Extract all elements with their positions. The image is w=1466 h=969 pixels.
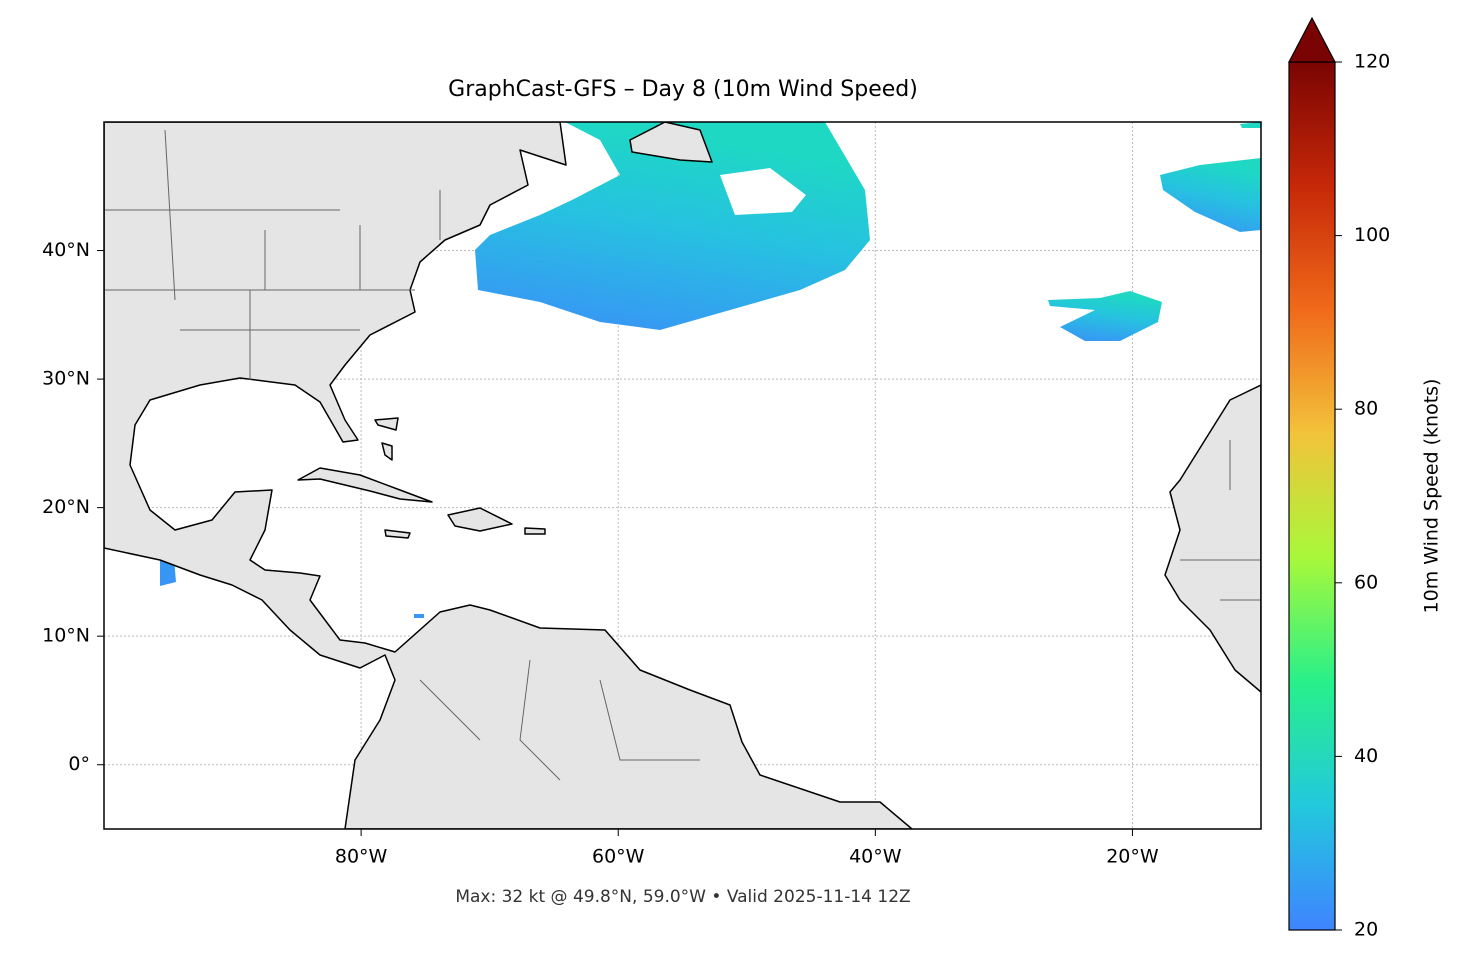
- wind-area: [475, 122, 870, 330]
- colorbar-extend: [1288, 16, 1336, 63]
- map: [104, 122, 1261, 829]
- wind-area: [1160, 158, 1261, 232]
- colorbar-tick-label: 40: [1354, 745, 1378, 767]
- land: [297, 417, 546, 539]
- map-frame: [103, 121, 1262, 830]
- wind-area: [1048, 291, 1162, 341]
- x-tick-label: 20°W: [1106, 846, 1159, 868]
- land: [104, 122, 913, 829]
- colorbar-tick-label: 80: [1354, 398, 1378, 420]
- border: [104, 129, 1261, 781]
- y-tick-label: 40°N: [42, 239, 90, 261]
- colorbar-tick-label: 60: [1354, 571, 1378, 593]
- x-tick-label: 80°W: [335, 846, 388, 868]
- colorbar-tick-label: 100: [1354, 224, 1390, 246]
- colorbar-tick-label: 20: [1354, 919, 1378, 941]
- colorbar-label: 10m Wind Speed (knots): [1421, 379, 1443, 614]
- x-tick-label: 40°W: [849, 846, 902, 868]
- colorbar: 10m Wind Speed (knots) 20 40 60 80 100 120: [1288, 16, 1443, 941]
- land: [1164, 384, 1261, 693]
- chart-title: GraphCast-GFS – Day 8 (10m Wind Speed): [448, 77, 918, 102]
- annotation: Max: 32 kt @ 49.8°N, 59.0°W • Valid 2025…: [455, 887, 910, 907]
- y-tick-label: 0°: [68, 753, 90, 775]
- y-tick-label: 30°N: [42, 368, 90, 390]
- colorbar-scale: [1288, 61, 1336, 931]
- y-tick-label: 10°N: [42, 625, 90, 647]
- land: [629, 122, 713, 163]
- y-tick-label: 20°N: [42, 496, 90, 518]
- colorbar-tick-label: 120: [1354, 51, 1390, 73]
- x-tick-label: 60°W: [592, 846, 645, 868]
